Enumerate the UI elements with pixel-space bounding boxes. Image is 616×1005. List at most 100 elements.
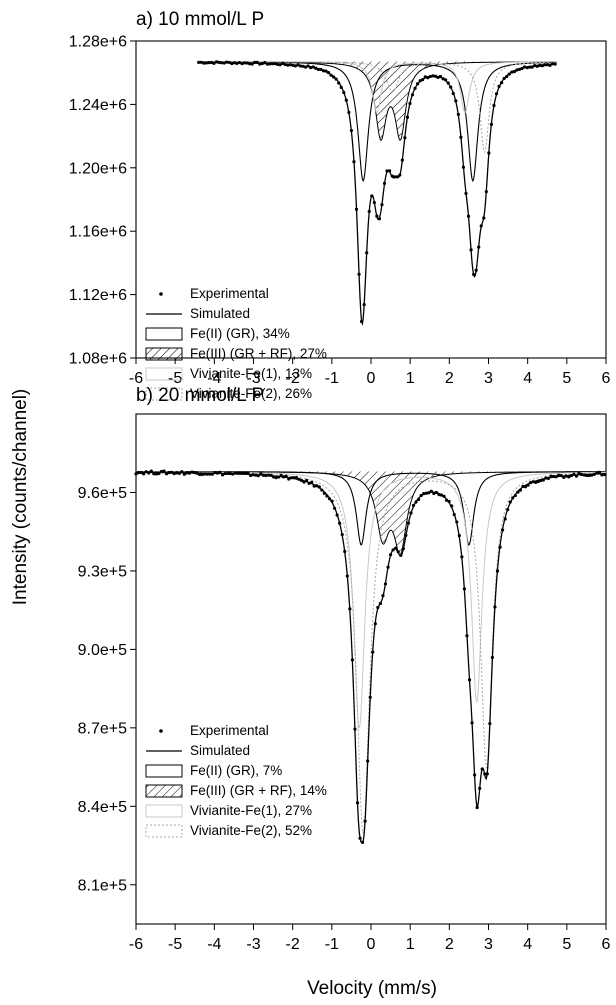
experimental-point bbox=[399, 553, 403, 558]
experimental-point bbox=[358, 836, 362, 840]
legend-label: Fe(III) (GR + RF), 27% bbox=[190, 346, 327, 361]
experimental-point bbox=[447, 499, 451, 504]
experimental-point bbox=[480, 767, 484, 771]
experimental-point bbox=[281, 61, 285, 65]
experimental-point bbox=[582, 473, 586, 477]
x-tick-label: 1 bbox=[406, 936, 415, 953]
experimental-point bbox=[303, 65, 308, 69]
experimental-point bbox=[317, 485, 321, 489]
experimental-point bbox=[259, 472, 263, 476]
legend-label: Vivianite-Fe(1), 13% bbox=[190, 366, 312, 381]
experimental-point bbox=[245, 61, 249, 65]
experimental-point bbox=[134, 472, 138, 476]
experimental-point bbox=[210, 472, 214, 476]
experimental-point bbox=[391, 548, 395, 552]
experimental-point bbox=[270, 62, 275, 66]
experimental-point bbox=[378, 601, 382, 606]
experimental-point bbox=[438, 74, 443, 79]
experimental-point bbox=[286, 63, 290, 67]
x-tick-label: 4 bbox=[523, 370, 532, 387]
experimental-point bbox=[309, 66, 313, 70]
experimental-point bbox=[497, 84, 501, 88]
experimental-point bbox=[360, 319, 364, 324]
experimental-point bbox=[219, 61, 224, 65]
experimental-point bbox=[198, 472, 202, 477]
experimental-point bbox=[533, 63, 537, 68]
y-tick-label: 8.7e+5 bbox=[78, 720, 127, 737]
experimental-point bbox=[228, 471, 232, 476]
legend-symbol-vivianite1 bbox=[145, 367, 183, 381]
experimental-point bbox=[535, 64, 539, 68]
experimental-point bbox=[195, 471, 199, 475]
experimental-point bbox=[493, 605, 497, 609]
legend-label: Fe(III) (GR + RF), 14% bbox=[190, 783, 327, 798]
experimental-point bbox=[545, 63, 550, 67]
experimental-point bbox=[310, 480, 314, 484]
experimental-point bbox=[595, 471, 599, 475]
experimental-point bbox=[508, 500, 512, 504]
experimental-point bbox=[265, 62, 269, 66]
experimental-point bbox=[335, 513, 339, 517]
experimental-point bbox=[518, 488, 523, 492]
experimental-point bbox=[470, 721, 474, 725]
panel-b-y-ticks: 8.1e+5 8.4e+5 8.7e+5 9.0e+5 9.3e+5 9.6e+5 bbox=[78, 485, 136, 894]
experimental-point bbox=[564, 474, 568, 478]
panel-b-x-ticks: -6 -5 -4 -3 -2 -1 0 1 2 3 4 5 6 bbox=[129, 924, 611, 953]
experimental-point bbox=[217, 60, 221, 65]
x-axis-label: Velocity (mm/s) bbox=[307, 978, 437, 999]
experimental-point bbox=[492, 103, 496, 108]
experimental-point bbox=[175, 471, 179, 475]
experimental-point bbox=[258, 62, 262, 66]
experimental-point bbox=[233, 471, 237, 475]
experimental-point bbox=[371, 650, 375, 654]
experimental-point bbox=[253, 60, 257, 64]
experimental-point bbox=[372, 200, 376, 205]
experimental-point bbox=[322, 491, 326, 495]
experimental-point bbox=[505, 74, 509, 79]
experimental-point bbox=[355, 801, 360, 805]
y-tick-label: 1.16e+6 bbox=[69, 224, 127, 241]
experimental-point bbox=[522, 65, 527, 69]
experimental-point bbox=[223, 471, 227, 476]
experimental-point bbox=[254, 473, 258, 477]
experimental-point bbox=[474, 268, 478, 272]
panel-a-y-ticks: 1.08e+6 1.12e+6 1.16e+6 1.20e+6 1.24e+6 1.28e… bbox=[69, 34, 136, 368]
x-tick-label: -4 bbox=[207, 370, 221, 387]
component-fill-1 bbox=[136, 471, 606, 555]
experimental-point bbox=[235, 61, 239, 65]
experimental-point bbox=[362, 303, 366, 307]
x-tick-label: -4 bbox=[207, 936, 221, 953]
legend-label: Vivianite-Fe(2), 26% bbox=[190, 386, 312, 401]
legend-symbol-experimental bbox=[159, 729, 163, 733]
legend-label: Fe(II) (GR), 34% bbox=[190, 326, 290, 341]
experimental-point bbox=[283, 62, 287, 67]
legend-label: Experimental bbox=[190, 723, 269, 738]
experimental-point bbox=[314, 66, 318, 70]
experimental-point bbox=[363, 819, 367, 823]
experimental-point bbox=[404, 533, 408, 537]
legend-symbol-fe2 bbox=[145, 764, 183, 778]
experimental-point bbox=[515, 68, 519, 72]
experimental-point bbox=[475, 805, 479, 810]
experimental-point bbox=[177, 471, 181, 475]
experimental-point bbox=[572, 472, 576, 476]
experimental-point bbox=[548, 63, 552, 67]
experimental-point bbox=[461, 165, 466, 169]
y-tick-label: 8.1e+5 bbox=[78, 877, 127, 894]
x-tick-label: 3 bbox=[484, 370, 493, 387]
experimental-point bbox=[437, 492, 441, 497]
experimental-point bbox=[592, 472, 596, 476]
legend-symbol-experimental bbox=[159, 292, 163, 296]
x-tick-label: -6 bbox=[129, 370, 143, 387]
experimental-point bbox=[266, 473, 270, 477]
experimental-point bbox=[380, 203, 384, 207]
experimental-point bbox=[540, 64, 544, 68]
experimental-point bbox=[375, 214, 379, 218]
experimental-point bbox=[225, 60, 229, 64]
panel-a-x-ticks: -6 -5 -4 -3 -2 -1 0 1 2 3 4 5 6 bbox=[129, 358, 611, 387]
experimental-point bbox=[152, 472, 156, 476]
experimental-point bbox=[187, 471, 192, 475]
experimental-point bbox=[393, 175, 397, 179]
experimental-point bbox=[243, 471, 248, 475]
